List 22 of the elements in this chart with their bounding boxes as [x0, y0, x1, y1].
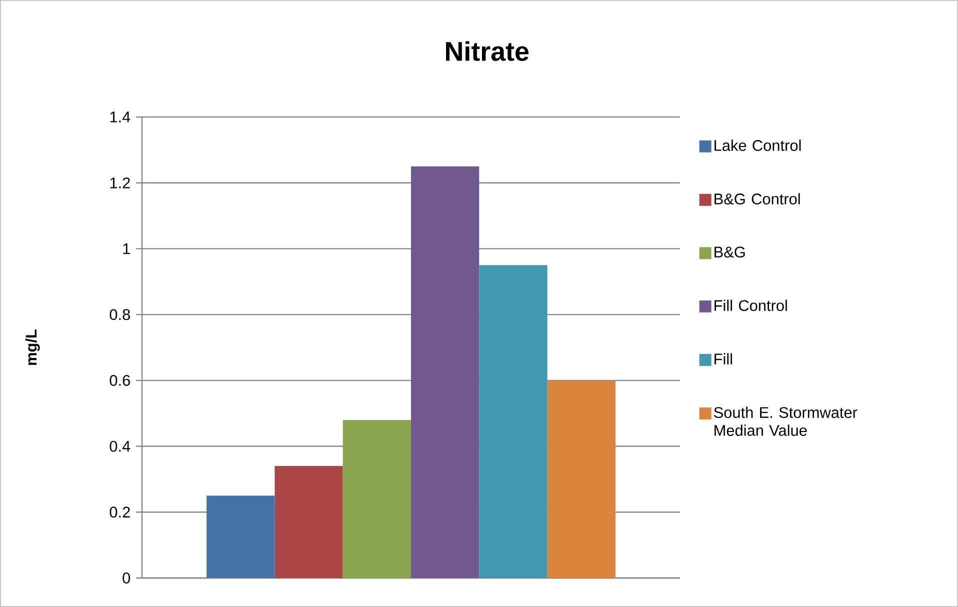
y-tick-label: 0.2 [110, 506, 130, 518]
legend-label: B&G [714, 246, 745, 258]
legend-label: B&G Control [714, 193, 800, 204]
chart-title: Nitrate [446, 41, 529, 61]
y-tick-label: 0 [122, 572, 130, 584]
legend-label: Fill Control [714, 300, 787, 312]
y-axis-title: mg/L [25, 330, 40, 365]
y-tick-label: 0.6 [110, 374, 130, 386]
legend-label: South E. Stormwater Median Value [714, 406, 858, 436]
bar [274, 466, 343, 578]
bar [547, 380, 616, 578]
bar [411, 166, 480, 578]
bar [342, 420, 411, 578]
y-tick-label: 1.2 [110, 177, 130, 188]
y-tick-label: 1 [123, 243, 130, 254]
y-tick-label: 0.8 [110, 309, 130, 320]
bar [479, 265, 548, 578]
y-tick-label: 1.4 [110, 112, 130, 122]
bar [206, 496, 275, 578]
legend-label: Fill [714, 353, 732, 364]
y-tick-label: 0.4 [110, 440, 130, 452]
legend-label: Lake Control [714, 140, 801, 151]
